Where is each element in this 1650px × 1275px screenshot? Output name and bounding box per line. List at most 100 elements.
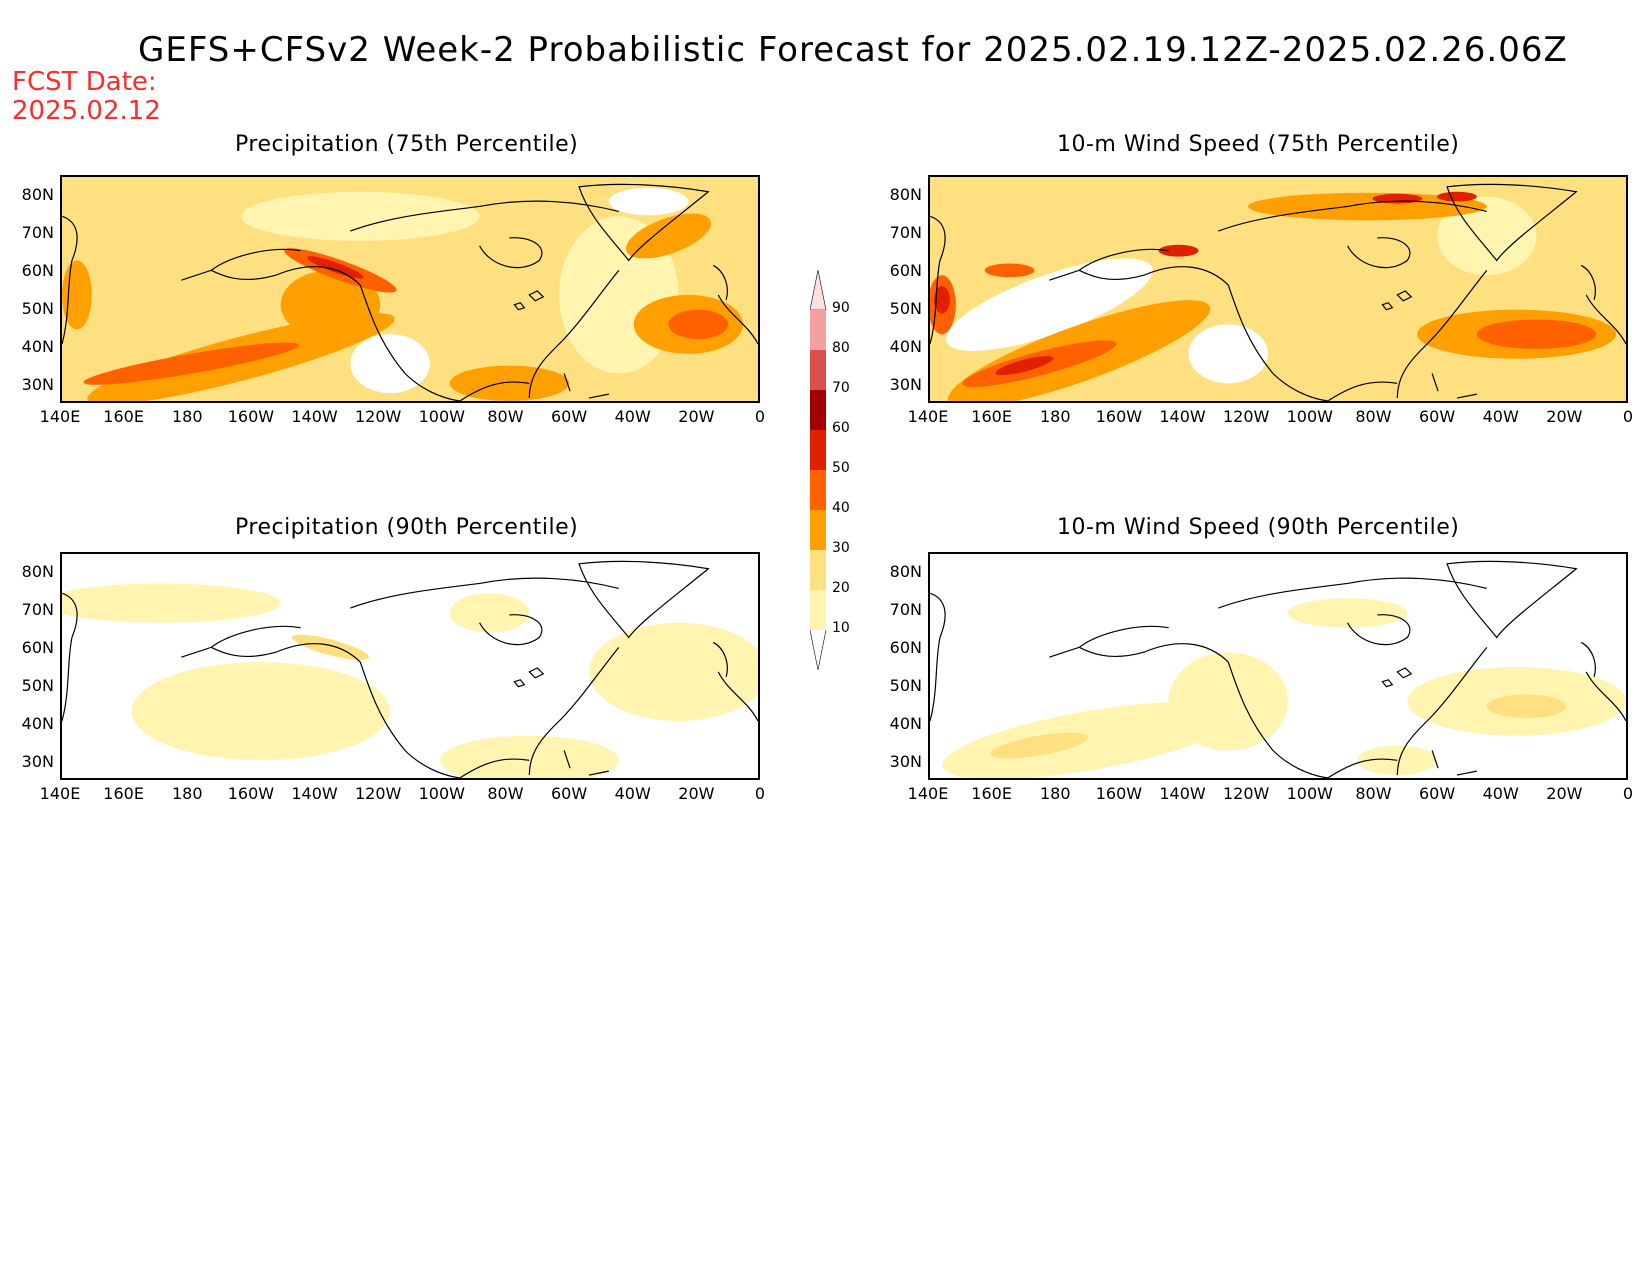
lon-label: 40W <box>614 407 651 426</box>
colorbar-level: 10 <box>832 620 850 636</box>
lat-label: 30N <box>21 752 54 771</box>
shaded-region <box>131 662 391 761</box>
shaded-region <box>280 270 381 340</box>
lon-label: 100W <box>1286 784 1333 803</box>
lon-label: 140E <box>907 407 949 426</box>
lon-label: 120W <box>354 407 402 426</box>
colorbar-level: 40 <box>832 500 850 516</box>
lon-label: 160E <box>103 784 144 803</box>
lon-label: 20W <box>1546 407 1583 426</box>
lat-label: 70N <box>889 600 922 619</box>
coastline <box>62 215 78 345</box>
lon-label: 20W <box>678 407 715 426</box>
shaded-region <box>449 593 530 633</box>
shaded-region <box>626 213 712 259</box>
shaded-region <box>1476 319 1597 349</box>
coastline <box>1396 269 1488 399</box>
shaded-region <box>1158 244 1199 257</box>
lon-label: 100W <box>418 784 465 803</box>
shaded-region <box>307 256 364 279</box>
coastline <box>359 284 460 401</box>
coastline <box>1381 667 1413 688</box>
lon-label: 80W <box>1355 407 1392 426</box>
panel-title-wind75: 10-m Wind Speed (75th Percentile) <box>1057 132 1460 157</box>
colorbar-segment <box>810 350 826 390</box>
lat-label: 60N <box>21 261 54 280</box>
coastline <box>712 264 758 345</box>
coastline <box>578 183 710 262</box>
lon-label: 160W <box>227 784 275 803</box>
colorbar-segment <box>810 550 826 590</box>
colorbar-segment <box>810 390 826 430</box>
lon-label: 60W <box>1418 784 1456 803</box>
shaded-region <box>1287 598 1408 628</box>
shaded-region <box>449 365 570 401</box>
map-wind75 <box>928 175 1628 403</box>
shaded-region <box>1248 192 1487 221</box>
coastline <box>181 625 361 663</box>
coastline <box>350 577 619 609</box>
lat-label: 40N <box>21 714 54 733</box>
fcst-date-label: FCST Date: <box>12 67 157 97</box>
lat-label: 30N <box>889 752 922 771</box>
lat-label: 30N <box>21 375 54 394</box>
lon-label: 180 <box>171 784 203 803</box>
shaded-region <box>83 342 299 385</box>
shaded-region <box>984 263 1035 278</box>
coastline <box>930 592 946 722</box>
lon-label: 0 <box>1622 784 1634 803</box>
lon-label: 0 <box>754 407 766 426</box>
colorbar-top-arrow <box>810 270 827 311</box>
lat-label: 40N <box>889 714 922 733</box>
coastline <box>1446 183 1578 262</box>
lon-label: 40W <box>1482 784 1519 803</box>
lat-label: 70N <box>889 223 922 242</box>
lon-label: 160W <box>1095 784 1143 803</box>
colorbar-level: 30 <box>832 540 850 556</box>
lat-label: 40N <box>21 337 54 356</box>
panel-title-wind90: 10-m Wind Speed (90th Percentile) <box>1057 515 1460 540</box>
shaded-region <box>240 191 480 241</box>
coastline <box>1049 248 1229 286</box>
colorbar-level: 60 <box>832 420 850 436</box>
colorbar-segment <box>810 470 826 510</box>
lat-label: 50N <box>21 299 54 318</box>
shaded-region <box>942 701 1237 778</box>
shaded-region <box>608 187 689 216</box>
lat-label: 80N <box>889 185 922 204</box>
lon-label: 80W <box>487 407 524 426</box>
coastline <box>563 373 609 399</box>
coastline <box>1580 641 1626 722</box>
coastline <box>513 290 545 311</box>
colorbar-level: 20 <box>832 580 850 596</box>
colorbar-level: 70 <box>832 380 850 396</box>
lon-label: 120W <box>1222 407 1270 426</box>
lon-label: 180 <box>1039 407 1071 426</box>
shaded-region <box>62 583 281 623</box>
coastline <box>1049 625 1229 663</box>
colorbar-segment <box>810 590 826 630</box>
coastline <box>528 269 620 399</box>
lat-label: 60N <box>21 638 54 657</box>
lon-label: 40W <box>1482 407 1519 426</box>
coastline <box>181 248 361 286</box>
coastline <box>578 560 710 639</box>
coastline <box>1218 577 1487 609</box>
lat-label: 60N <box>889 261 922 280</box>
coastline <box>1431 750 1477 776</box>
coastline <box>1347 614 1411 646</box>
lat-label: 40N <box>889 337 922 356</box>
lat-label: 80N <box>21 185 54 204</box>
colorbar-segment <box>810 510 826 550</box>
coastline <box>459 381 530 401</box>
lon-label: 60W <box>1418 407 1456 426</box>
shaded-region <box>1437 191 1477 202</box>
shaded-region <box>995 356 1054 376</box>
lon-label: 140E <box>39 784 81 803</box>
lat-label: 70N <box>21 223 54 242</box>
coastline <box>1227 661 1328 778</box>
lon-label: 0 <box>1622 407 1634 426</box>
lon-label: 140W <box>1159 784 1206 803</box>
panel-title-precip90: Precipitation (90th Percentile) <box>235 515 579 540</box>
shaded-region <box>1486 694 1567 719</box>
